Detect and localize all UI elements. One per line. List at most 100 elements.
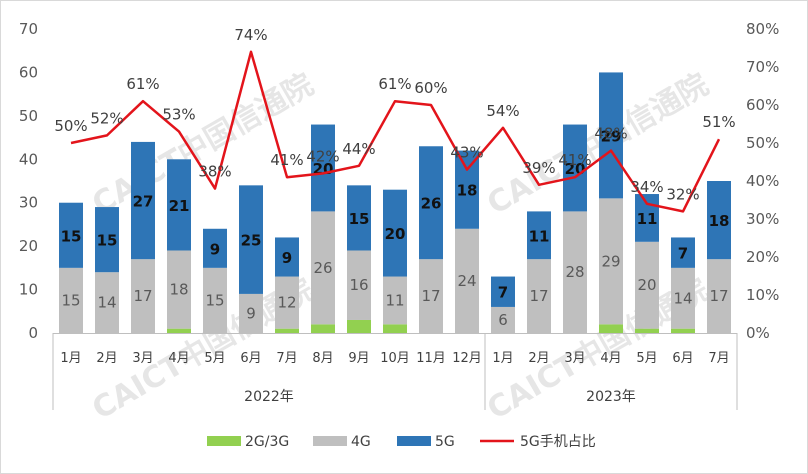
bar-5G-4 [203, 228, 227, 268]
x-tick-label: 5月 [636, 351, 657, 366]
bar-label-4G: 17 [709, 287, 728, 305]
x-tick-label: 2月 [528, 351, 549, 366]
bar-5G-8 [347, 185, 371, 251]
bar-label-5G: 15 [97, 232, 118, 250]
bar-label-5G: 18 [457, 182, 478, 200]
bar-label-5G: 9 [210, 240, 220, 258]
legend-label-line: 5G手机占比 [520, 434, 596, 450]
bar-label-5G: 29 [601, 127, 622, 145]
bar-label-4G: 17 [421, 287, 440, 305]
x-tick-label: 7月 [276, 351, 297, 366]
bar-label-4G: 11 [385, 291, 404, 309]
y-right-tick-label: 50% [746, 134, 779, 152]
line-label: 52% [90, 109, 123, 127]
legend-label-2G/3G: 2G/3G [245, 434, 289, 450]
bar-label-5G: 11 [637, 210, 658, 228]
bar-2G/3G-17 [671, 328, 695, 333]
bar-5G-18 [707, 181, 731, 260]
bar-5G-13 [527, 211, 551, 260]
y-right-tick-label: 0% [746, 324, 770, 342]
legend-swatch-2G/3G [207, 436, 241, 446]
line-label: 39% [522, 159, 555, 177]
bar-4G-11 [455, 228, 479, 333]
bar-4G-7 [311, 211, 335, 325]
bar-label-5G: 18 [709, 212, 730, 230]
x-tick-label: 1月 [60, 351, 81, 366]
bar-label-4G: 15 [61, 291, 80, 309]
bar-label-4G: 9 [246, 304, 256, 322]
bar-label-4G: 29 [601, 252, 620, 270]
bar-label-4G: 17 [529, 287, 548, 305]
x-tick-label: 12月 [452, 351, 482, 366]
bar-4G-17 [671, 267, 695, 329]
bar-label-5G: 21 [169, 197, 190, 215]
bar-label-4G: 28 [565, 263, 584, 281]
legend-swatch-5G [397, 436, 431, 446]
bar-5G-7 [311, 124, 335, 212]
x-tick-label: 1月 [492, 351, 513, 366]
bar-label-5G: 27 [133, 193, 154, 211]
bar-label-4G: 12 [277, 294, 296, 312]
bar-4G-1 [95, 272, 119, 333]
legend-label-4G: 4G [351, 434, 371, 450]
line-label: 38% [198, 163, 231, 181]
bar-series [59, 72, 731, 333]
bar-5G-15 [599, 72, 623, 199]
x-tick-label: 4月 [168, 351, 189, 366]
bar-4G-16 [635, 241, 659, 329]
x-axis: 1月 2月 3月 4月 5月 6月 7月 8月 9月 10月 11月 12月 1月 2月 3月 4月 5月 6月 7… [52, 333, 738, 410]
y-right-tick-label: 80% [746, 20, 779, 38]
line-label: 50% [54, 117, 87, 135]
line-label: 53% [162, 106, 195, 124]
bar-label-5G: 7 [678, 245, 688, 263]
axes: 0 10 20 30 40 50 60 70 0% 10% 20% 30% 40% 50% 60% 70% 80… [19, 20, 779, 342]
bar-5G-17 [671, 237, 695, 268]
line-label: 54% [486, 102, 519, 120]
x-tick-label: 10月 [380, 351, 410, 366]
line-label: 60% [414, 79, 447, 97]
bar-5G-3 [167, 159, 191, 251]
bar-4G-8 [347, 250, 371, 320]
x-tick-label: 3月 [132, 351, 153, 366]
x-tick-label: 4月 [600, 351, 621, 366]
line-label: 43% [450, 144, 483, 162]
watermark-text-0: CAICT中国信通院 [87, 67, 320, 222]
y-right-tick-label: 70% [746, 58, 779, 76]
bar-label-4G: 15 [205, 291, 224, 309]
line-label: 61% [378, 75, 411, 93]
bar-5G-2 [131, 141, 155, 260]
y-left-tick-label: 60 [19, 63, 38, 81]
bar-label-4G: 26 [313, 259, 332, 277]
bar-label-5G: 7 [498, 284, 508, 302]
bar-5G-10 [419, 146, 443, 260]
bar-label-4G: 14 [97, 294, 116, 312]
bar-label-5G: 20 [385, 225, 406, 243]
bar-4G-3 [167, 250, 191, 329]
y-left-tick-label: 70 [19, 20, 38, 38]
bar-5G-14 [563, 124, 587, 212]
x-tick-label: 5月 [204, 351, 225, 366]
bar-4G-10 [419, 259, 443, 333]
line-label: 34% [630, 178, 663, 196]
legend: 2G/3G 4G 5G 5G手机占比 [207, 434, 596, 450]
x-tick-label: 11月 [416, 351, 446, 366]
y-right-tick-label: 20% [746, 248, 779, 266]
line-data-labels: 50% 52%61%53%38%74%41% 42% 44%61% 60%43%54%3… [54, 26, 735, 204]
x-tick-label: 7月 [708, 351, 729, 366]
bar-label-4G: 14 [673, 289, 692, 307]
y-left-tick-label: 50 [19, 107, 38, 125]
y-right-tick-label: 10% [746, 286, 779, 304]
bar-5G-6 [275, 237, 299, 277]
y-left-tick-label: 20 [19, 237, 38, 255]
line-label: 48% [594, 125, 627, 143]
bar-5G-11 [455, 150, 479, 229]
line-label: 61% [126, 75, 159, 93]
legend-label-5G: 5G [435, 434, 455, 450]
x-group-label-0: 2022年 [244, 389, 294, 405]
bar-label-5G: 15 [349, 210, 370, 228]
y-left-tick-label: 0 [28, 324, 38, 342]
bar-data-labels: 15 15 14 15 17 27 18 21 15 9 9 25 12 9 26 20 16 15 11 20 17 2… [61, 127, 730, 329]
bar-label-5G: 15 [61, 227, 82, 245]
bar-5G-5 [239, 185, 263, 294]
